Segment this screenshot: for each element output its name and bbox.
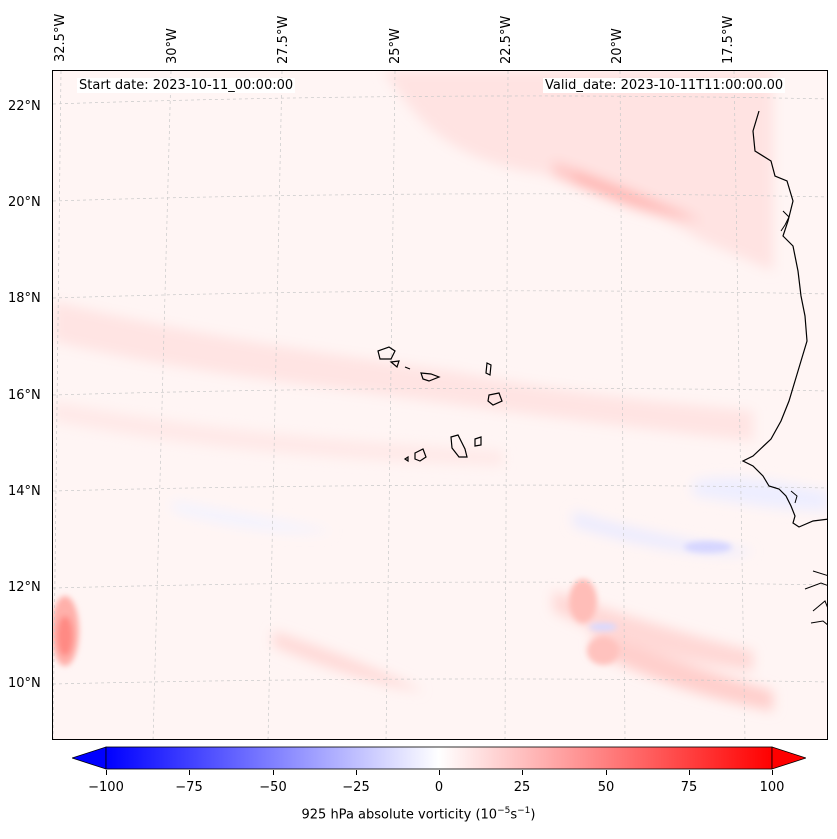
island-sal bbox=[485, 362, 492, 376]
colorbar-label-sup1: −5 bbox=[497, 806, 511, 816]
lat-label-12n: 12°N bbox=[8, 580, 41, 595]
cb-tick-label: −100 bbox=[88, 780, 124, 795]
negative-region-east bbox=[693, 477, 827, 511]
coast-detail-1 bbox=[780, 210, 790, 232]
vorticity-field bbox=[53, 71, 827, 711]
negative-band-west bbox=[173, 501, 333, 533]
positive-band-south bbox=[53, 401, 503, 466]
west-africa-coastline bbox=[741, 110, 827, 528]
lat-label-18n: 18°N bbox=[8, 291, 41, 306]
lat-label-14n: 14°N bbox=[8, 484, 41, 499]
vortex-negative-1 bbox=[684, 541, 732, 553]
island-santa-luzia bbox=[404, 366, 411, 370]
cb-tick-label: 75 bbox=[680, 780, 698, 795]
colorbar-gradient bbox=[105, 746, 773, 770]
graticule bbox=[53, 71, 827, 739]
lon-label-20w: 20°W bbox=[610, 28, 625, 64]
colorbar bbox=[72, 746, 806, 770]
vortex-west bbox=[53, 541, 732, 666]
colorbar-extend-high bbox=[771, 746, 806, 770]
gridline-lon-25 bbox=[385, 71, 396, 739]
gridline-lon-32-5 bbox=[53, 71, 62, 739]
cb-tick-label: 50 bbox=[597, 780, 615, 795]
cape-verde-islands bbox=[377, 346, 503, 463]
positive-core-se bbox=[593, 631, 773, 711]
colorbar-label-end: ) bbox=[530, 807, 536, 823]
gridline-lon-22-5 bbox=[504, 71, 509, 739]
island-sao-vicente bbox=[389, 360, 400, 369]
lon-label-22-5w: 22.5°W bbox=[499, 15, 514, 64]
vortex-se-2 bbox=[587, 637, 619, 665]
island-sao-nicolau bbox=[420, 372, 441, 382]
cb-tickmark bbox=[106, 770, 107, 775]
cb-tickmark bbox=[189, 770, 190, 775]
cb-tickmark bbox=[356, 770, 357, 775]
island-santiago bbox=[450, 434, 468, 458]
vortex-negative-2 bbox=[589, 623, 617, 631]
gridline-lat-18 bbox=[53, 290, 827, 299]
cb-tickmark bbox=[439, 770, 440, 775]
vorticity-map[interactable] bbox=[52, 70, 828, 740]
cb-tickmark bbox=[606, 770, 607, 775]
gridline-lat-12 bbox=[53, 581, 827, 589]
gridline-lon-20 bbox=[619, 71, 626, 739]
lat-label-22n: 22°N bbox=[8, 99, 41, 114]
lon-label-17-5w: 17.5°W bbox=[721, 15, 736, 64]
colorbar-label-sup2: −1 bbox=[517, 806, 531, 816]
cb-tickmark bbox=[689, 770, 690, 775]
positive-core-ne bbox=[573, 171, 693, 216]
island-fogo bbox=[414, 448, 427, 462]
positive-band-se bbox=[553, 591, 753, 671]
vortex-se-1 bbox=[569, 579, 597, 623]
lat-label-16n: 16°N bbox=[8, 388, 41, 403]
colorbar-label-main: 925 hPa absolute vorticity (10 bbox=[301, 807, 498, 823]
lat-label-10n: 10°N bbox=[8, 676, 41, 691]
gridline-lat-10 bbox=[53, 678, 827, 685]
map-canvas bbox=[53, 71, 827, 739]
island-santo-antao bbox=[377, 346, 396, 360]
colorbar-label-mid: s bbox=[510, 807, 518, 823]
cb-tick-label: −75 bbox=[175, 780, 203, 795]
valid-date-label: Valid_date: 2023-10-11T11:00:00.00 bbox=[543, 78, 786, 93]
cb-tick-label: −25 bbox=[342, 780, 370, 795]
gridline-lat-16 bbox=[53, 387, 827, 396]
island-boa-vista bbox=[487, 392, 503, 406]
gridline-lon-27-5 bbox=[267, 71, 283, 739]
gridline-lon-30 bbox=[152, 71, 172, 739]
island-brava bbox=[403, 455, 409, 463]
gridline-lat-20 bbox=[53, 193, 827, 202]
lon-label-27-5w: 27.5°W bbox=[276, 15, 291, 64]
gridline-lat-22 bbox=[53, 95, 827, 105]
gridline-lat-14 bbox=[53, 484, 827, 492]
cb-tick-label: 25 bbox=[513, 780, 531, 795]
lon-label-25w: 25°W bbox=[388, 28, 403, 64]
cb-tickmark bbox=[273, 770, 274, 775]
cb-tick-label: 100 bbox=[759, 780, 785, 795]
positive-band-sw bbox=[273, 631, 423, 691]
vortex-core bbox=[57, 616, 73, 656]
island-maio bbox=[474, 436, 482, 447]
lon-label-30w: 30°W bbox=[165, 28, 180, 64]
start-date-label: Start date: 2023-10-11_00:00:00 bbox=[77, 78, 296, 93]
gridline-lon-17-5 bbox=[733, 71, 746, 739]
cb-tickmark bbox=[522, 770, 523, 775]
positive-band-central bbox=[53, 301, 753, 441]
colorbar-extend-low bbox=[72, 746, 107, 770]
cb-tick-label: 0 bbox=[434, 780, 444, 795]
colorbar-label: 925 hPa absolute vorticity (10−5s−1) bbox=[0, 806, 837, 822]
cb-tickmark bbox=[772, 770, 773, 775]
lon-label-32-5w: 32.5°W bbox=[53, 13, 68, 62]
coast-detail-2 bbox=[790, 490, 798, 504]
lat-label-20n: 20°N bbox=[8, 195, 41, 210]
cb-tick-label: −50 bbox=[259, 780, 287, 795]
coast-detail-3 bbox=[804, 570, 827, 625]
